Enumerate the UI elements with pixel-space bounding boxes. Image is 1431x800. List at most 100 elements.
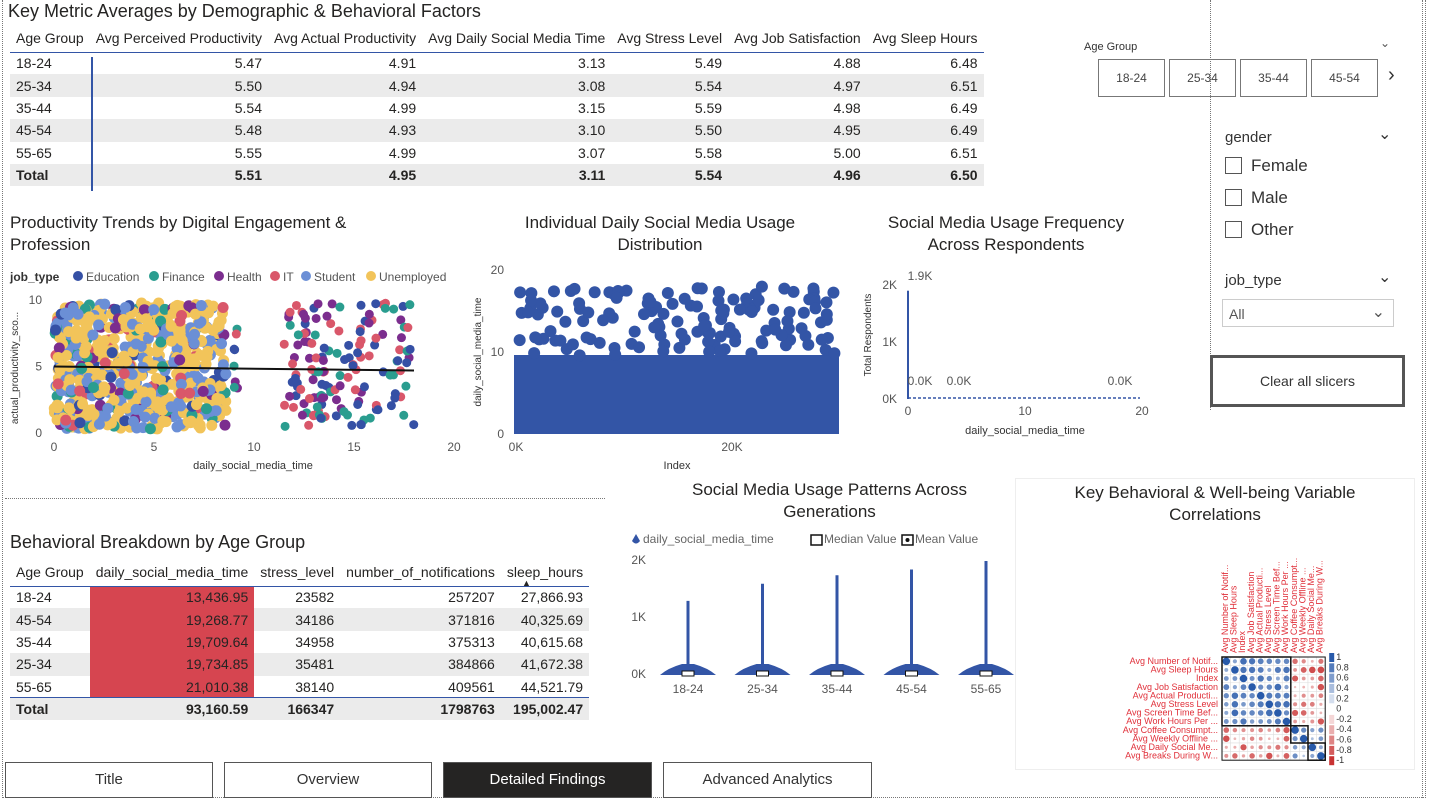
scatter-point	[318, 393, 328, 403]
distribution-point	[554, 334, 567, 347]
metrics-cell: 5.59	[694, 99, 723, 116]
distribution-point	[547, 285, 560, 298]
clear-all-slicers-button[interactable]: Clear all slicers	[1210, 355, 1405, 407]
scale-swatch	[1329, 663, 1335, 673]
behavior-header-1[interactable]: daily_social_media_time	[95, 563, 249, 580]
scatter-point	[304, 353, 314, 363]
gender-other-checkbox[interactable]	[1225, 221, 1242, 238]
distribution-point	[638, 308, 651, 321]
heatmap-dot	[1292, 658, 1298, 664]
age-group-option-25-34[interactable]: 25-34	[1169, 59, 1236, 97]
x-tick-label: 20	[1135, 404, 1149, 418]
behavior-header-3[interactable]: number_of_notifications	[346, 563, 495, 580]
metrics-header-0[interactable]: Age Group	[16, 29, 84, 46]
legend-marker-median	[810, 534, 823, 546]
metrics-header-3[interactable]: Avg Daily Social Media Time	[428, 29, 606, 46]
heatmap-dot	[1283, 727, 1290, 734]
job-type-dropdown[interactable]: All ⌄	[1222, 299, 1394, 327]
chevron-down-icon[interactable]: ⌄	[1378, 126, 1392, 143]
scatter-chart-title: Productivity Trends by Digital Engagemen…	[10, 213, 347, 254]
heatmap-dot	[1241, 754, 1246, 758]
age-group-option-18-24[interactable]: 18-24	[1098, 59, 1165, 97]
usage-frequency-title: Social Media Usage Frequency Across Resp…	[887, 213, 1125, 254]
y-tick-label: 0K	[631, 667, 646, 681]
heatmap-dot	[1258, 719, 1264, 724]
scatter-point	[65, 384, 77, 396]
heatmap-dot	[1232, 718, 1238, 725]
scatter-point	[364, 351, 374, 361]
chevron-down-icon[interactable]: ⌄	[1380, 36, 1391, 50]
chevron-right-icon[interactable]: ›	[1388, 64, 1395, 86]
scatter-point	[176, 310, 188, 322]
behavior-cell: 35481	[254, 653, 341, 676]
behavior-cell: 93,160.59	[89, 697, 255, 721]
gender-other-label: Other	[1251, 220, 1294, 239]
age-group-option-35-44[interactable]: 35-44	[1240, 59, 1307, 97]
behavior-cell: 55-65	[16, 678, 52, 695]
scatter-point	[175, 378, 187, 390]
heatmap-row-label: Index	[1196, 673, 1219, 683]
heatmap-dot	[1266, 719, 1272, 724]
scatter-point	[313, 299, 323, 309]
distribution-point	[529, 331, 542, 344]
gender-male-checkbox[interactable]	[1225, 189, 1242, 206]
sort-desc-icon[interactable]: ▲	[522, 578, 531, 588]
metrics-header-4[interactable]: Avg Stress Level	[617, 29, 723, 46]
data-label: 0.0K	[908, 374, 933, 388]
scatter-point	[291, 300, 301, 310]
scatter-point	[318, 355, 328, 365]
scatter-point	[99, 298, 111, 310]
metrics-header-2[interactable]: Avg Actual Productivity	[273, 29, 417, 46]
tab-overview[interactable]: Overview	[224, 762, 432, 798]
heatmap-dot	[1310, 737, 1314, 741]
heatmap-dot	[1283, 735, 1290, 742]
scatter-point	[76, 362, 88, 374]
metrics-cell: 4.95	[267, 163, 423, 187]
distribution-point	[755, 280, 768, 293]
tab-title[interactable]: Title	[5, 762, 213, 798]
tab-detailed-findings[interactable]: Detailed Findings	[443, 762, 652, 798]
scatter-point	[340, 355, 350, 365]
trend-line	[53, 365, 415, 372]
heatmap-dot	[1293, 719, 1297, 724]
scatter-point	[334, 326, 344, 336]
legend-marker-violin	[632, 534, 640, 544]
scatter-point	[311, 353, 321, 363]
metrics-cell: 55-65	[16, 144, 52, 161]
scatter-point	[203, 307, 215, 319]
heatmap-dot	[1274, 666, 1281, 673]
x-tick-label: 55-65	[971, 682, 1002, 696]
heatmap-dot	[1223, 727, 1230, 733]
scatter-point	[165, 320, 177, 332]
heatmap-dot	[1283, 701, 1290, 708]
tab-advanced-analytics[interactable]: Advanced Analytics	[663, 762, 872, 798]
scale-swatch	[1329, 673, 1335, 683]
heatmap-dot	[1248, 683, 1256, 691]
scatter-point	[386, 401, 396, 411]
behavior-row: 45-54 19,268.77 34186 371816 40,325.69	[10, 608, 590, 631]
behavior-header-4[interactable]: sleep_hours	[506, 563, 584, 580]
scatter-point	[127, 415, 139, 427]
age-group-option-45-54[interactable]: 45-54	[1311, 59, 1378, 97]
distribution-point	[727, 293, 740, 306]
table-column-highlight	[91, 57, 93, 191]
behavior-cell: 35-44	[16, 633, 52, 650]
gender-female-checkbox[interactable]	[1225, 157, 1242, 174]
metrics-header-6[interactable]: Avg Sleep Hours	[872, 29, 978, 46]
metrics-header-1[interactable]: Avg Perceived Productivity	[95, 29, 262, 46]
chevron-down-icon[interactable]: ⌄	[1378, 269, 1392, 286]
behavior-header-2[interactable]: stress_level	[260, 563, 335, 580]
x-tick-label: 20	[447, 440, 461, 454]
scatter-point	[151, 346, 163, 358]
gender-male-label: Male	[1251, 188, 1288, 207]
distribution-point	[666, 297, 679, 310]
behavior-cell: 23582	[295, 589, 335, 606]
y-tick-label: 20	[491, 263, 505, 277]
behavior-header-0[interactable]: Age Group	[16, 563, 84, 580]
metrics-cell: 4.94	[267, 74, 423, 97]
heatmap-dot	[1318, 693, 1324, 699]
metrics-header-5[interactable]: Avg Job Satisfaction	[734, 29, 861, 46]
distribution-point	[781, 315, 794, 328]
scatter-point	[300, 337, 310, 347]
x-tick-label: 25-34	[747, 682, 778, 696]
